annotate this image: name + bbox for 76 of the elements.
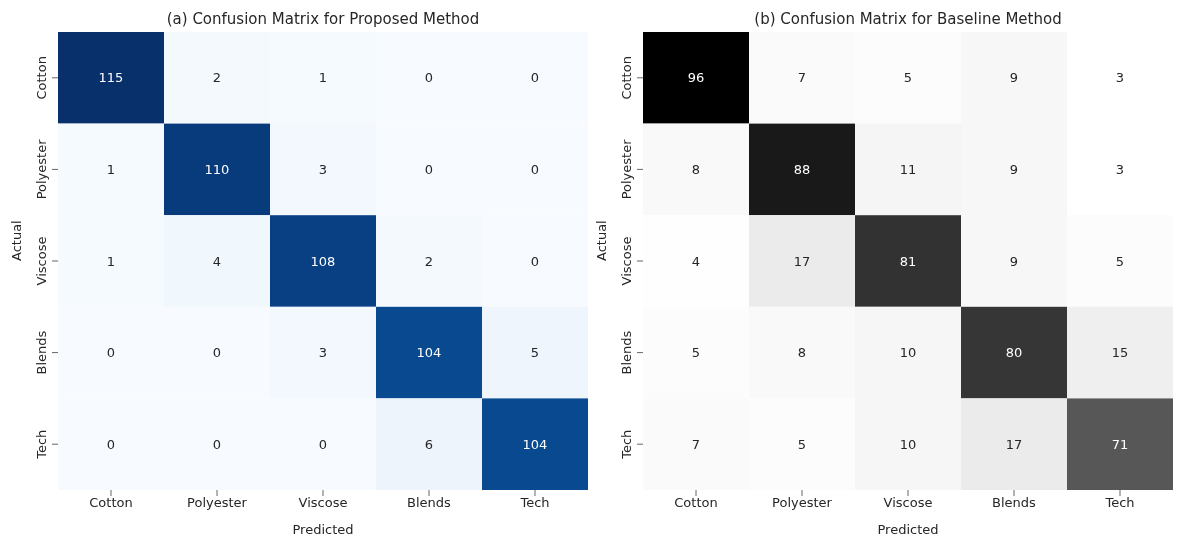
x-tick-label: Polyester (187, 495, 248, 511)
y-tick-label: Polyester (34, 138, 49, 200)
data-label: 0 (424, 161, 434, 177)
data-label: 1 (318, 70, 328, 86)
data-label: 17 (1005, 436, 1023, 452)
y-axis-title: Actual (8, 220, 24, 261)
data-label: 110 (204, 161, 230, 177)
y-tick-label: Cotton (34, 56, 49, 100)
chart-title: (a) Confusion Matrix for Proposed Method (165, 10, 481, 28)
data-label: 8 (797, 345, 807, 361)
data-label: 6 (424, 436, 434, 452)
data-label: 5 (797, 436, 807, 452)
data-label: 3 (318, 161, 328, 177)
data-label: 7 (691, 436, 701, 452)
data-label: 4 (212, 253, 222, 269)
data-label: 10 (899, 345, 917, 361)
data-label: 108 (310, 253, 336, 269)
data-label: 2 (212, 70, 222, 86)
data-label: 1 (106, 161, 116, 177)
x-tick-label: Cotton (674, 495, 718, 511)
x-tick-label: Viscose (883, 495, 933, 511)
data-label: 7 (797, 70, 807, 86)
data-label: 0 (530, 161, 540, 177)
data-label: 80 (1005, 345, 1023, 361)
x-tick-label: Cotton (89, 495, 133, 511)
x-axis-title: Predicted (292, 522, 354, 537)
data-label: 0 (530, 70, 540, 86)
x-tick-label: Tech (1104, 495, 1135, 511)
y-tick-label: Viscose (619, 236, 634, 286)
data-label: 10 (899, 436, 917, 452)
data-label: 0 (318, 436, 328, 452)
data-label: 0 (106, 345, 116, 361)
data-label: 8 (691, 161, 701, 177)
data-label: 81 (899, 253, 917, 269)
data-label: 17 (793, 253, 811, 269)
data-label: 2 (424, 253, 434, 269)
data-label: 0 (106, 436, 116, 452)
x-tick-label: Viscose (298, 495, 348, 511)
data-label: 5 (691, 345, 701, 361)
y-tick-label: Tech (34, 429, 49, 460)
data-label: 3 (318, 345, 328, 361)
x-tick-label: Tech (519, 495, 550, 511)
chart-title: (b) Confusion Matrix for Baseline Method (753, 10, 1063, 28)
data-label: 5 (1115, 253, 1125, 269)
data-label: 9 (1009, 70, 1019, 86)
data-label: 115 (98, 70, 124, 86)
y-tick-label: Blends (619, 330, 634, 375)
x-tick-label: Blends (407, 495, 452, 511)
data-label: 0 (424, 70, 434, 86)
y-tick-label: Viscose (34, 236, 49, 286)
data-label: 1 (106, 253, 116, 269)
y-tick-label: Polyester (619, 138, 634, 200)
data-label: 4 (691, 253, 701, 269)
data-label: 96 (687, 70, 705, 86)
data-label: 104 (416, 345, 442, 361)
data-label: 0 (212, 345, 222, 361)
data-label: 5 (530, 345, 540, 361)
data-label: 5 (903, 70, 913, 86)
data-label: 9 (1009, 161, 1019, 177)
x-tick-label: Blends (992, 495, 1037, 511)
data-label: 11 (899, 161, 917, 177)
y-tick-label: Blends (34, 330, 49, 375)
y-tick-label: Cotton (619, 56, 634, 100)
x-axis-title: Predicted (877, 522, 939, 537)
y-tick-label: Tech (619, 429, 634, 460)
data-label: 71 (1111, 436, 1129, 452)
data-label: 0 (212, 436, 222, 452)
x-tick-label: Polyester (772, 495, 833, 511)
data-label: 104 (522, 436, 548, 452)
data-label: 88 (793, 161, 811, 177)
data-label: 3 (1115, 161, 1125, 177)
data-label: 15 (1111, 345, 1129, 361)
data-label: 0 (530, 253, 540, 269)
y-axis-title: Actual (593, 220, 609, 261)
data-label: 3 (1115, 70, 1125, 86)
data-label: 9 (1009, 253, 1019, 269)
